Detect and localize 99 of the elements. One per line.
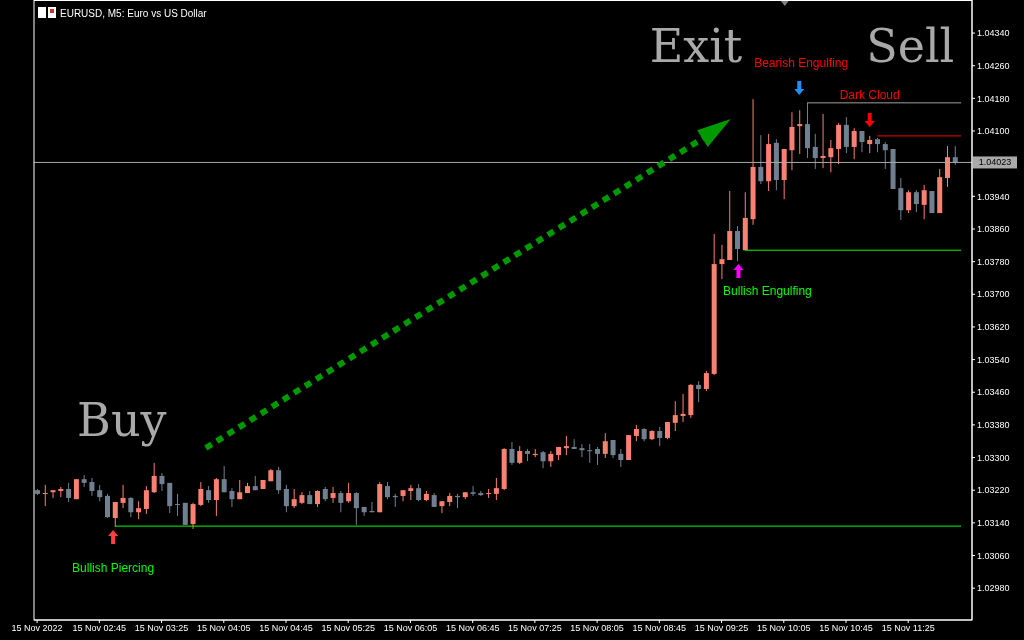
x-tick-label: 15 Nov 02:45 — [72, 623, 127, 634]
candlestick — [851, 127, 857, 160]
y-tick-label: 1.03860 — [977, 224, 1010, 235]
candlestick — [843, 116, 849, 154]
x-tick-label: 15 Nov 11:25 — [881, 623, 935, 634]
candlestick — [89, 477, 95, 497]
annotation: Sell — [866, 19, 955, 74]
x-tick-label: 15 Nov 06:45 — [445, 623, 500, 634]
candlestick — [143, 485, 149, 515]
candlestick — [719, 244, 725, 280]
candlestick — [859, 130, 865, 153]
y-tick-label: 1.04340 — [977, 28, 1010, 39]
x-tick-label: 15 Nov 06:05 — [383, 623, 438, 634]
text: EURUSD, M5: Euro vs US Dollar — [60, 8, 208, 19]
candlestick — [703, 370, 709, 392]
y-tick-label: 1.02980 — [977, 583, 1010, 594]
candlestick — [812, 133, 818, 170]
candlestick — [789, 111, 795, 171]
y-tick-label: 1.03780 — [977, 256, 1010, 267]
y-tick-label: 1.03940 — [977, 191, 1010, 202]
candlestick — [283, 484, 289, 513]
candlestick — [159, 472, 165, 492]
candlestick — [540, 450, 546, 469]
x-tick-label: 15 Nov 07:25 — [508, 623, 562, 634]
annotation: Exit — [649, 19, 743, 74]
candlestick — [906, 189, 912, 214]
candlestick — [213, 477, 219, 517]
candlestick — [828, 139, 834, 173]
candlestick — [898, 177, 904, 221]
candlestick — [735, 225, 740, 262]
candlestick — [128, 496, 134, 518]
candlestick — [509, 441, 515, 466]
y-tick-label: 1.04180 — [977, 93, 1010, 104]
annotation: Dark Cloud — [839, 88, 900, 103]
candlestick — [921, 184, 927, 220]
candlestick — [587, 443, 593, 464]
candlestick — [151, 462, 157, 494]
x-tick-label: 15 Nov 10:05 — [757, 623, 811, 634]
candlestick — [470, 485, 476, 497]
candlestick — [346, 482, 352, 504]
annotation: Bullish Engulfing — [723, 284, 812, 299]
candlestick — [882, 141, 888, 170]
x-tick-label: 15 Nov 08:05 — [570, 623, 624, 634]
candlestick — [400, 489, 406, 502]
candlestick — [820, 113, 826, 169]
candlestick — [563, 435, 569, 456]
x-tick-label: 15 Nov 08:45 — [632, 623, 687, 634]
candlestick — [672, 400, 678, 432]
candlestick — [696, 380, 702, 403]
candlestick — [338, 490, 344, 513]
x-tick-label: 15 Nov 04:05 — [197, 623, 251, 634]
candlestick — [190, 502, 196, 530]
ref-line-label: 1.04023 — [978, 157, 1012, 168]
y-tick-label: 1.04100 — [977, 126, 1010, 137]
candlestick — [913, 189, 919, 213]
x-tick-label: 15 Nov 09:25 — [694, 623, 749, 634]
candlestick — [439, 500, 445, 514]
x-tick-label: 15 Nov 2022 — [11, 623, 63, 634]
y-tick-label: 1.03540 — [977, 354, 1010, 365]
candlestick — [175, 493, 180, 517]
candlestick — [291, 488, 297, 509]
annotation: Bearish Engulfing — [754, 56, 849, 71]
y-tick-label: 1.03700 — [977, 289, 1010, 300]
candlestick — [952, 145, 958, 166]
y-tick-label: 1.03380 — [977, 420, 1010, 431]
candlestick — [330, 486, 336, 504]
candlestick — [167, 482, 173, 514]
candlestick — [276, 466, 282, 495]
candlestick — [945, 145, 950, 188]
y-tick-label: 1.03460 — [977, 387, 1010, 398]
candlestick — [112, 501, 118, 528]
candlestick — [198, 481, 204, 507]
y-tick-label: 1.04260 — [977, 60, 1010, 71]
candlestick — [797, 109, 803, 155]
annotation: Buy — [77, 393, 167, 448]
candlestick — [758, 134, 764, 185]
x-tick-label: 15 Nov 10:45 — [819, 623, 873, 634]
candlestick — [579, 443, 585, 458]
candlestick — [50, 489, 56, 499]
candlestick — [105, 493, 110, 519]
y-tick-label: 1.03220 — [977, 485, 1010, 496]
annotation: Bullish Piercing — [72, 561, 155, 576]
y-tick-label: 1.03300 — [977, 452, 1010, 463]
x-tick-label: 15 Nov 03:25 — [134, 623, 189, 634]
y-tick-label: 1.03620 — [977, 322, 1010, 333]
candlestick — [657, 426, 663, 447]
candlestick — [120, 484, 126, 509]
y-tick-label: 1.03140 — [977, 518, 1010, 529]
x-tick-label: 15 Nov 05:25 — [321, 623, 375, 634]
candlestick — [353, 491, 359, 526]
candlestick — [42, 484, 48, 507]
candlestick — [493, 477, 499, 501]
candlestick — [66, 482, 72, 503]
candlestick — [221, 465, 227, 493]
y-tick-label: 1.03060 — [977, 550, 1010, 561]
candlestick — [602, 432, 608, 459]
candlestick — [229, 487, 235, 508]
x-tick-label: 15 Nov 04:45 — [259, 623, 313, 634]
candlestick — [680, 393, 686, 423]
